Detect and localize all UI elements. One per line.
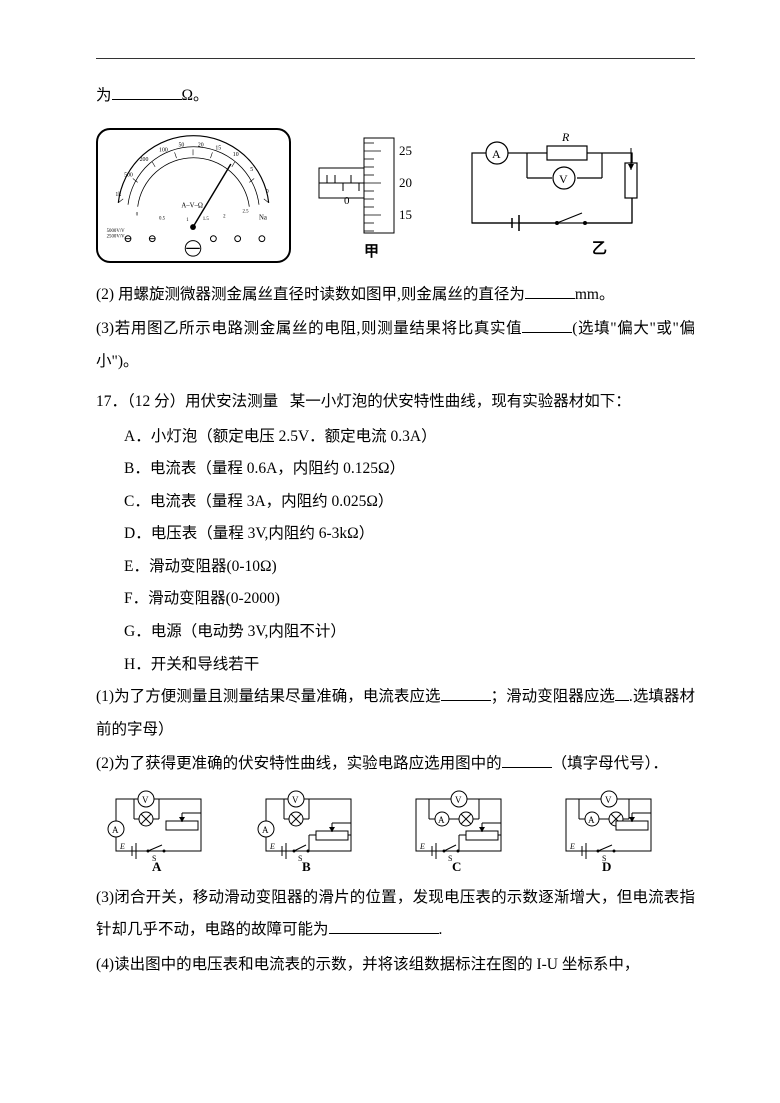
page-top-rule bbox=[96, 58, 695, 59]
svg-text:A: A bbox=[112, 825, 119, 835]
q17-item-d: D．电压表（量程 3V,内阻约 6-3kΩ） bbox=[124, 518, 695, 551]
analog-meter: 1k 500 200 100 50 20 15 10 5 0 0 0.5 1 1… bbox=[96, 128, 291, 263]
q17-s3b: . bbox=[439, 921, 443, 938]
svg-text:500: 500 bbox=[124, 172, 133, 178]
micrometer-main-zero: 0 bbox=[344, 195, 350, 207]
svg-text:15: 15 bbox=[215, 145, 221, 151]
q16-p2-unit: mm。 bbox=[575, 286, 615, 303]
svg-text:20: 20 bbox=[198, 142, 204, 148]
circuit-option-a: V A E S A bbox=[104, 789, 212, 874]
meter-na-label: Na bbox=[259, 214, 267, 221]
q16-p3-pre: (3)若用图乙所示电路测金属丝的电阻,则测量结果将比真实值 bbox=[96, 320, 522, 337]
svg-text:200: 200 bbox=[140, 157, 149, 163]
q17-s1-blank1 bbox=[441, 686, 491, 702]
page-content: 为Ω。 1k 500 200 100 50 20 bbox=[96, 50, 695, 981]
svg-text:0.5: 0.5 bbox=[159, 216, 166, 221]
svg-text:V: V bbox=[292, 795, 299, 805]
q16-unit: Ω。 bbox=[182, 87, 209, 104]
svg-text:0: 0 bbox=[266, 189, 269, 195]
svg-text:5000V/V: 5000V/V bbox=[107, 228, 126, 233]
q16-p3-blank bbox=[522, 318, 572, 334]
svg-text:A: A bbox=[262, 825, 269, 835]
q17-s1b: ；滑动变阻器应选 bbox=[491, 688, 615, 705]
svg-text:E: E bbox=[269, 842, 275, 851]
circuit-option-d: V A E S D bbox=[554, 789, 662, 874]
q16-figure-row: 1k 500 200 100 50 20 15 10 5 0 0 0.5 1 1… bbox=[96, 123, 695, 263]
resistor-r-label: R bbox=[561, 130, 570, 144]
circ-c-label: C bbox=[452, 859, 461, 874]
svg-text:1: 1 bbox=[186, 218, 189, 223]
svg-text:1.5: 1.5 bbox=[203, 217, 210, 222]
circ-b-label: B bbox=[302, 859, 311, 874]
q16-prefix: 为 bbox=[96, 87, 112, 104]
svg-text:2.5: 2.5 bbox=[243, 209, 250, 214]
micrometer-caption: 甲 bbox=[364, 243, 379, 260]
thimble-15: 15 bbox=[399, 207, 412, 222]
q17-sub2: (2)为了获得更准确的伏安特性曲线，实验电路应选用图中的 （填字母代号）． bbox=[96, 748, 695, 781]
q16-part3: (3)若用图乙所示电路测金属丝的电阻,则测量结果将比真实值(选填"偏大"或"偏小… bbox=[96, 313, 695, 378]
q17-s1-blank2 bbox=[615, 686, 629, 702]
q17-s3-blank bbox=[329, 919, 439, 935]
svg-text:E: E bbox=[119, 842, 125, 851]
svg-text:V: V bbox=[605, 795, 612, 805]
q16-p2-text: (2) 用螺旋测微器测金属丝直径时读数如图甲,则金属丝的直径为 bbox=[96, 286, 525, 303]
circuit-yi: A R V bbox=[457, 128, 652, 263]
svg-text:A: A bbox=[588, 815, 595, 825]
q17-s2-blank bbox=[502, 753, 552, 769]
q17-s2a: (2)为了获得更准确的伏安特性曲线，实验电路应选用图中的 bbox=[96, 755, 502, 772]
q17-header-b: 某一小灯泡的伏安特性曲线，现有实验器材如下： bbox=[290, 393, 631, 410]
q17-sub1: (1)为了方便测量且测量结果尽量准确，电流表应选；滑动变阻器应选.选填器材前的字… bbox=[96, 681, 695, 746]
circuit-yi-caption: 乙 bbox=[592, 241, 607, 257]
q17-equipment-list: A．小灯泡（额定电压 2.5V．额定电流 0.3A） B．电流表（量程 0.6A… bbox=[96, 421, 695, 681]
thimble-25: 25 bbox=[399, 143, 412, 158]
q17-sub4: (4)读出图中的电压表和电流表的示数，并将该组数据标注在图的 I-U 坐标系中， bbox=[96, 949, 695, 982]
q17-item-c: C．电流表（量程 3A，内阻约 0.025Ω） bbox=[124, 486, 695, 519]
q17-item-h: H．开关和导线若干 bbox=[124, 649, 695, 682]
svg-text:E: E bbox=[419, 842, 425, 851]
svg-text:10: 10 bbox=[233, 152, 239, 158]
svg-text:V: V bbox=[142, 795, 149, 805]
micrometer-figure: 0 25 20 15 甲 bbox=[309, 128, 439, 263]
svg-text:5: 5 bbox=[250, 166, 253, 172]
q17-item-g: G．电源（电动势 3V,内阻不计） bbox=[124, 616, 695, 649]
q16-prefix-line: 为 Ω。 bbox=[96, 80, 695, 113]
svg-text:2: 2 bbox=[223, 214, 226, 219]
q17-header: 17．（12 分）用伏安法测量 某一小灯泡的伏安特性曲线，现有实验器材如下： bbox=[96, 386, 695, 419]
meter-unit-label: A–V–Ω bbox=[181, 202, 203, 209]
circuit-option-b: V A E S B bbox=[254, 789, 362, 874]
svg-text:V: V bbox=[455, 795, 462, 805]
q17-header-a: 17．（12 分）用伏安法测量 bbox=[96, 393, 278, 410]
q16-part2: (2) 用螺旋测微器测金属丝直径时读数如图甲,则金属丝的直径为 mm。 bbox=[96, 279, 695, 312]
meter-tick-1k: 1k bbox=[115, 192, 121, 198]
voltmeter-label: V bbox=[559, 172, 568, 186]
svg-text:100: 100 bbox=[159, 147, 168, 153]
q17-sub3: (3)闭合开关，移动滑动变阻器的滑片的位置，发现电压表的示数逐渐增大，但电流表指… bbox=[96, 882, 695, 947]
ammeter-label: A bbox=[492, 147, 501, 161]
circ-a-label: A bbox=[152, 859, 162, 874]
svg-text:50: 50 bbox=[178, 142, 184, 148]
q17-item-e: E．滑动变阻器(0-10Ω) bbox=[124, 551, 695, 584]
svg-text:E: E bbox=[569, 842, 575, 851]
q16-blank-ohm bbox=[112, 85, 182, 101]
q17-circuits-row: V A E S A V A bbox=[104, 789, 695, 874]
svg-text:2500V/V: 2500V/V bbox=[107, 234, 126, 239]
svg-text:A: A bbox=[438, 815, 445, 825]
q16-p2-blank bbox=[525, 283, 575, 299]
q17-s1a: (1)为了方便测量且测量结果尽量准确，电流表应选 bbox=[96, 688, 441, 705]
q17-s2b: （填字母代号）． bbox=[552, 755, 668, 772]
thimble-20: 20 bbox=[399, 175, 412, 190]
q17-item-b: B．电流表（量程 0.6A，内阻约 0.125Ω） bbox=[124, 453, 695, 486]
circ-d-label: D bbox=[602, 859, 611, 874]
q17-item-f: F．滑动变阻器(0-2000) bbox=[124, 583, 695, 616]
q17-item-a: A．小灯泡（额定电压 2.5V．额定电流 0.3A） bbox=[124, 421, 695, 454]
circuit-option-c: V A E S C bbox=[404, 789, 512, 874]
svg-text:0: 0 bbox=[136, 212, 139, 217]
